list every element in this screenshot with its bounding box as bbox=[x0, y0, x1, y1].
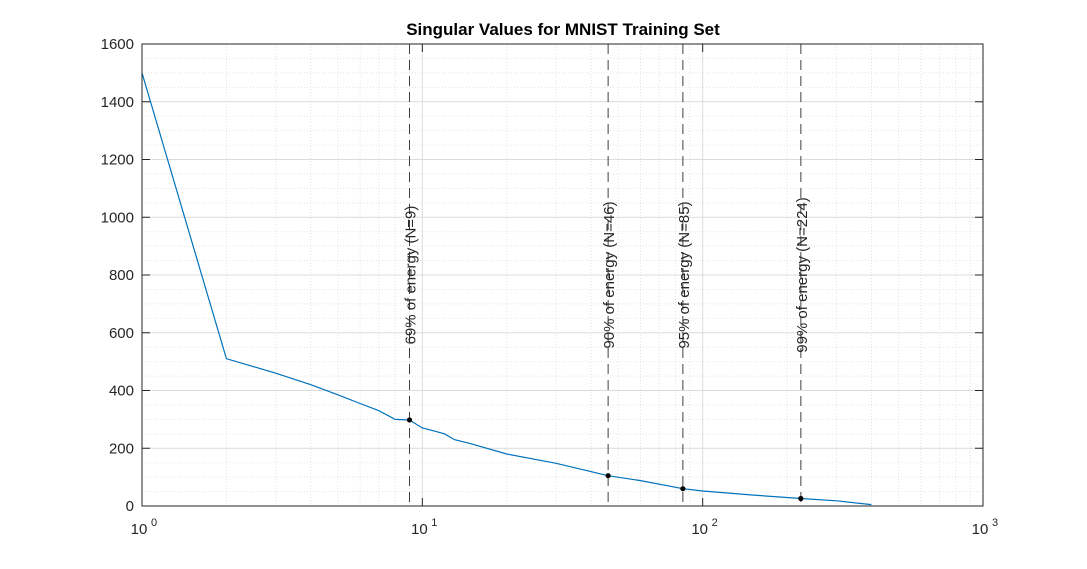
x-tick-label: 10 bbox=[131, 521, 148, 538]
energy-marker bbox=[798, 495, 804, 502]
y-tick-label: 200 bbox=[109, 440, 134, 457]
y-tick-label: 800 bbox=[109, 267, 134, 284]
energy-threshold-label: 99% of energy (N=224) bbox=[794, 197, 811, 353]
y-tick-label: 1400 bbox=[101, 94, 134, 111]
chart-title: Singular Values for MNIST Training Set bbox=[406, 20, 720, 39]
y-tick-label: 1000 bbox=[101, 209, 134, 226]
x-tick-exponent: 3 bbox=[992, 517, 998, 529]
energy-marker bbox=[406, 417, 413, 423]
x-tick-label: 10 bbox=[972, 521, 989, 538]
energy-marker bbox=[680, 486, 686, 492]
y-tick-label: 1200 bbox=[101, 152, 134, 169]
x-tick-exponent: 2 bbox=[712, 517, 718, 529]
energy-threshold-label: 95% of energy (N=85) bbox=[676, 201, 693, 348]
energy-threshold-label: 69% of energy (N=9) bbox=[403, 206, 420, 345]
x-tick-exponent: 0 bbox=[151, 517, 157, 529]
grid bbox=[141, 43, 984, 507]
singular-value-series-line bbox=[141, 72, 872, 506]
energy-marker bbox=[605, 473, 611, 479]
y-tick-label: 400 bbox=[109, 383, 134, 400]
y-tick-label: 1600 bbox=[101, 36, 134, 53]
x-tick-label: 10 bbox=[691, 521, 708, 538]
y-tick-label: 600 bbox=[109, 325, 134, 342]
x-tick-label: 10 bbox=[411, 521, 428, 538]
x-tick-exponent: 1 bbox=[431, 517, 437, 529]
energy-threshold-label: 90% of energy (N=46) bbox=[601, 201, 618, 348]
y-tick-label: 0 bbox=[126, 498, 134, 515]
